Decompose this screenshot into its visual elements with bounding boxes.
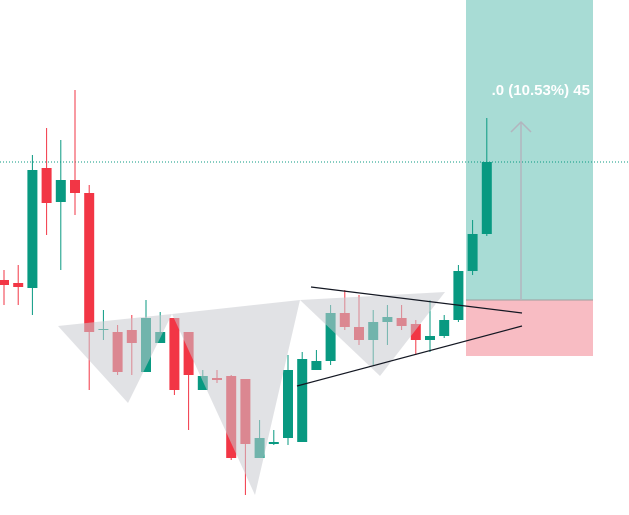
candle-body: [453, 271, 464, 320]
pattern-shape: [58, 314, 172, 403]
candle-body: [13, 283, 24, 287]
candle-body: [84, 193, 95, 332]
trend-line: [296, 325, 523, 387]
position-label: .0 (10.53%) 45: [492, 82, 590, 99]
overlay: [58, 292, 445, 495]
candle-body: [41, 168, 52, 203]
candle-body: [439, 320, 450, 336]
candle-body: [27, 170, 38, 288]
trend-line: [310, 286, 523, 314]
loss-zone: [466, 300, 593, 356]
candle-body: [0, 280, 9, 285]
candle-body: [183, 332, 194, 375]
candle-body: [283, 370, 293, 438]
candle-body: [481, 162, 492, 234]
candle-body: [410, 324, 421, 340]
candle-body: [197, 376, 208, 390]
arrow-head: [510, 120, 532, 133]
candle-body: [169, 318, 180, 390]
candle-body: [425, 336, 435, 340]
pattern-shape: [172, 300, 300, 495]
candle-body: [325, 313, 336, 361]
candle-body: [311, 361, 322, 370]
candle-body: [268, 442, 279, 444]
candle-body: [70, 180, 80, 193]
candle-body: [55, 180, 66, 202]
candle-body: [467, 234, 478, 271]
candle-body: [297, 359, 308, 442]
pattern-shape: [300, 292, 445, 376]
profit-zone: [466, 0, 593, 300]
